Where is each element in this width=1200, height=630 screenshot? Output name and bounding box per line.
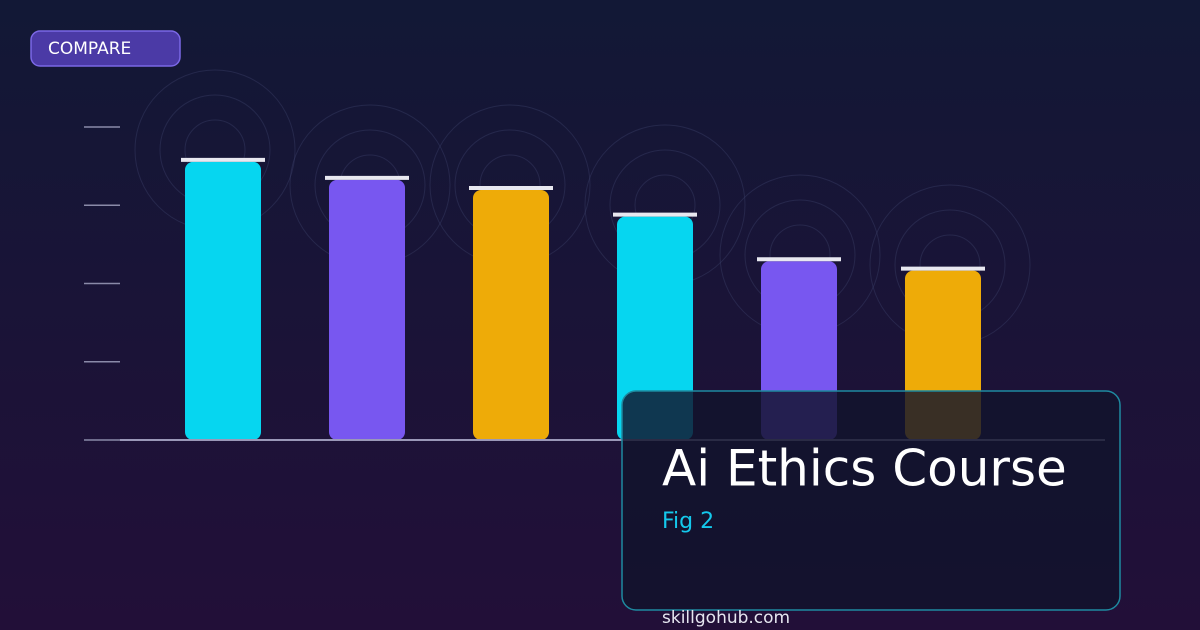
title-card — [621, 390, 1121, 611]
chart-subtitle: Fig 2 — [662, 509, 714, 534]
badge-text: COMPARE — [48, 39, 131, 59]
badge — [30, 30, 181, 67]
bar — [185, 161, 261, 441]
footer: skillgohub.com — [662, 608, 790, 628]
bar — [617, 216, 693, 440]
chart-title: Ai Ethics Course — [662, 440, 1067, 498]
bar — [473, 190, 549, 440]
bar — [329, 179, 405, 441]
